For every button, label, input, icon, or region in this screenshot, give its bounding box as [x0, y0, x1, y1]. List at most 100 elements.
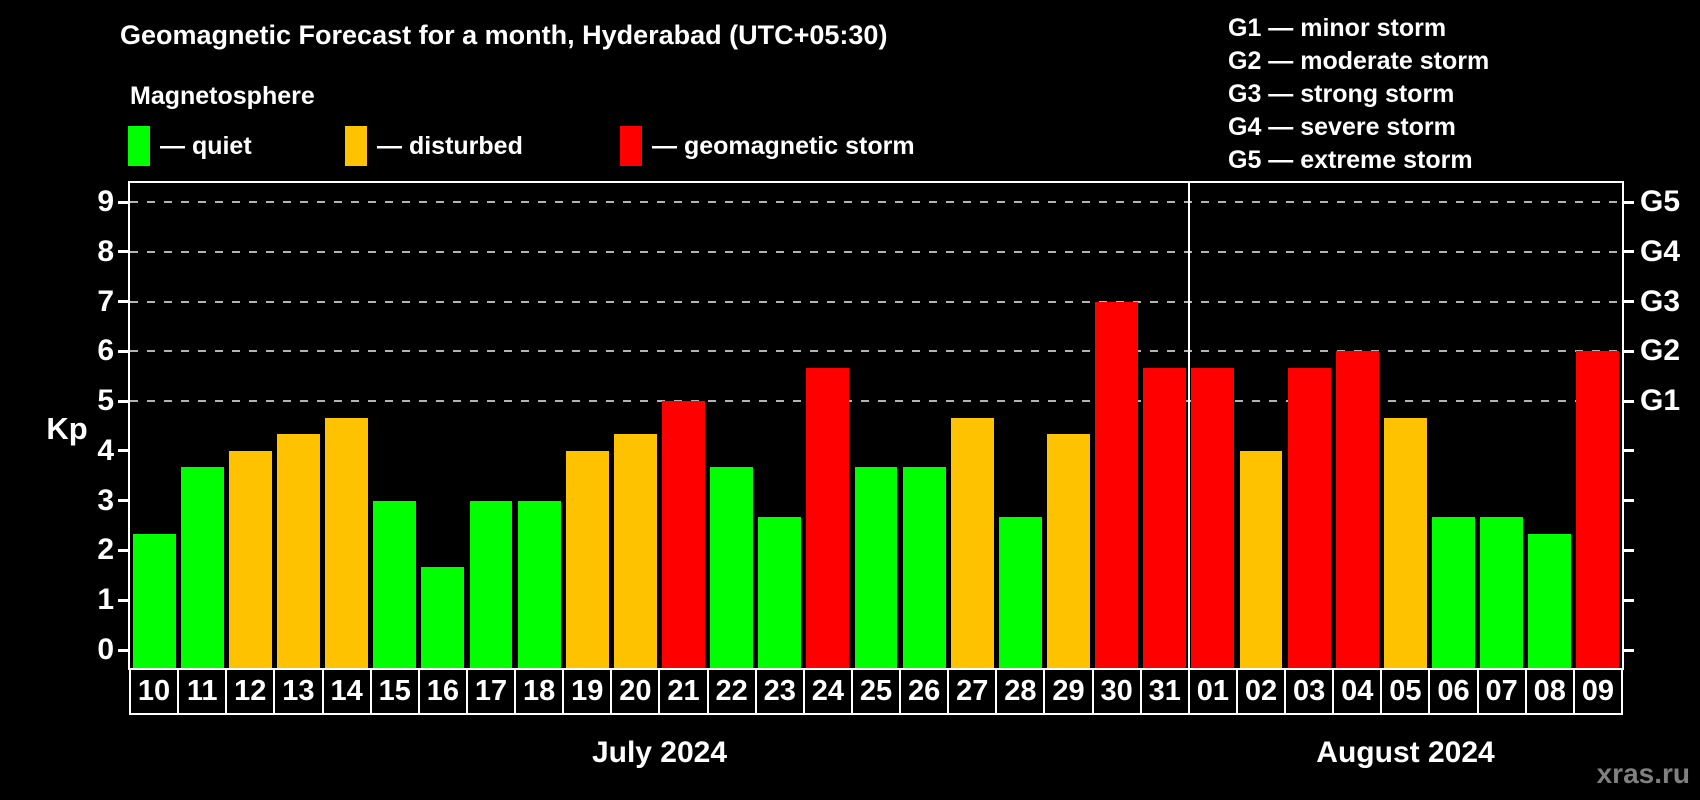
day-label-cell: 03: [1284, 668, 1335, 715]
legend-item-label: — quiet: [160, 131, 252, 160]
kp-bar: [1095, 301, 1139, 668]
y-axis-tick-left: [118, 300, 130, 304]
legend-item-storm: — geomagnetic storm: [620, 126, 915, 166]
y-axis-tick-label: 6: [97, 334, 114, 368]
y-axis-tick-label: 7: [97, 284, 114, 318]
kp-bar: [1528, 534, 1572, 668]
kp-bar: [1191, 367, 1235, 668]
y-axis-tick-label: 1: [97, 583, 114, 617]
y-axis-tick-right: [1622, 548, 1634, 552]
kp-bar: [1239, 450, 1283, 668]
day-label-cell: 10: [129, 668, 180, 715]
day-label-cell: 06: [1428, 668, 1479, 715]
day-label-cell: 19: [562, 668, 613, 715]
day-label-cell: 22: [706, 668, 757, 715]
kp-bar: [758, 517, 802, 668]
kp-bar: [1383, 417, 1427, 668]
g-legend-line: G5 — extreme storm: [1228, 146, 1473, 174]
y-axis-tick-left: [118, 648, 130, 652]
legend-item-quiet: — quiet: [128, 126, 252, 166]
kp-bar: [325, 417, 369, 668]
g-scale-tick-label: G4: [1640, 234, 1681, 268]
kp-bar: [902, 467, 946, 668]
y-axis-tick-right: [1622, 449, 1634, 453]
y-axis-tick-label: 3: [97, 483, 114, 517]
kp-bar: [613, 434, 657, 668]
legend-item-disturbed: — disturbed: [345, 126, 523, 166]
month-separator: [1187, 183, 1190, 668]
day-label-cell: 05: [1380, 668, 1431, 715]
g-scale-tick-label: G5: [1640, 185, 1681, 218]
storm-swatch-icon: [620, 126, 642, 166]
y-axis-tick-label: 0: [97, 633, 114, 666]
day-label-cell: 25: [850, 668, 902, 715]
day-label-cell: 23: [754, 668, 805, 715]
y-axis-tick-right: [1622, 300, 1634, 304]
kp-bar: [1287, 367, 1331, 668]
kp-bar: [373, 500, 417, 668]
g-legend-line: G1 — minor storm: [1228, 14, 1447, 42]
g-scale-tick-label: G3: [1640, 284, 1681, 318]
watermark: xras.ru: [1596, 758, 1690, 789]
day-label-cell: 26: [899, 668, 950, 715]
y-axis-tick-left: [118, 598, 130, 602]
legend-item-label: — geomagnetic storm: [652, 131, 915, 160]
day-label-cell: 20: [610, 668, 661, 715]
kp-axis-title: Kp: [46, 411, 88, 446]
day-label-cell: 16: [417, 668, 468, 715]
kp-bar: [998, 517, 1042, 668]
y-axis-tick-left: [118, 200, 130, 204]
day-label-cell: 08: [1524, 668, 1575, 715]
g-scale-legend: G1 — minor storm G2 — moderate storm G3 …: [1228, 12, 1489, 177]
y-axis-tick-label: 9: [97, 185, 114, 218]
legend-item-label: — disturbed: [377, 131, 523, 160]
g-legend-line: G3 — strong storm: [1228, 80, 1455, 108]
kp-bar: [565, 450, 609, 668]
y-axis-tick-left: [118, 449, 130, 453]
day-label-cell: 18: [514, 668, 565, 715]
quiet-swatch-icon: [128, 126, 150, 166]
kp-bar: [662, 401, 705, 668]
y-axis-tick-right: [1622, 598, 1634, 602]
y-axis-tick-left: [118, 349, 130, 353]
day-label-cell: 02: [1235, 668, 1287, 715]
y-axis-tick-label: 2: [97, 533, 114, 567]
kp-bar: [180, 467, 224, 668]
day-label-cell: 01: [1187, 668, 1238, 715]
day-label-cell: 14: [321, 668, 372, 715]
day-label-cell: 21: [658, 668, 709, 715]
kp-bar: [469, 500, 513, 668]
y-axis-tick-label: 8: [97, 234, 114, 268]
day-label-cell: 09: [1572, 668, 1623, 715]
plot-area: [128, 181, 1624, 670]
y-axis-tick-right: [1622, 399, 1634, 403]
y-axis-tick-left: [118, 250, 130, 254]
g-scale-tick-label: G1: [1640, 384, 1681, 418]
kp-bar: [950, 417, 994, 668]
g-legend-line: G2 — moderate storm: [1228, 47, 1490, 75]
day-label-cell: 17: [465, 668, 517, 715]
kp-bar: [421, 566, 465, 668]
kp-bar: [1432, 517, 1475, 668]
g-legend-line: G4 — severe storm: [1228, 113, 1456, 141]
y-axis-tick-label: 5: [97, 384, 114, 418]
day-label-cell: 04: [1332, 668, 1383, 715]
magnetosphere-label: Magnetosphere: [130, 82, 315, 110]
day-label-cell: 07: [1476, 668, 1527, 715]
y-axis-tick-left: [118, 499, 130, 503]
kp-bar: [1480, 517, 1524, 668]
g-scale-tick-label: G2: [1640, 334, 1681, 368]
kp-gridline: [130, 350, 1622, 353]
month-label-july: July 2024: [591, 736, 728, 769]
day-label-cell: 30: [1091, 668, 1142, 715]
kp-gridline: [130, 300, 1622, 303]
y-axis-tick-right: [1622, 250, 1634, 254]
page-title: Geomagnetic Forecast for a month, Hydera…: [120, 20, 888, 50]
kp-bar: [1335, 351, 1379, 668]
kp-bar: [132, 534, 176, 668]
kp-bar: [276, 434, 320, 668]
y-axis-tick-left: [118, 548, 130, 552]
kp-gridline: [130, 201, 1622, 203]
day-label-cell: 24: [802, 668, 853, 715]
